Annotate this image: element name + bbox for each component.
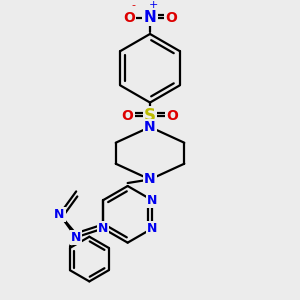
Text: O: O [122,109,134,123]
Text: N: N [144,10,156,25]
Text: S: S [144,107,156,125]
Text: N: N [144,172,156,187]
Text: O: O [167,109,178,123]
Text: +: + [149,0,158,10]
Text: O: O [165,11,177,25]
Text: N: N [147,222,158,235]
Text: N: N [71,231,81,244]
Text: -: - [131,0,135,10]
Text: N: N [54,208,65,221]
Text: N: N [98,222,108,235]
Text: N: N [147,194,158,207]
Text: O: O [123,11,135,25]
Text: N: N [144,120,156,134]
